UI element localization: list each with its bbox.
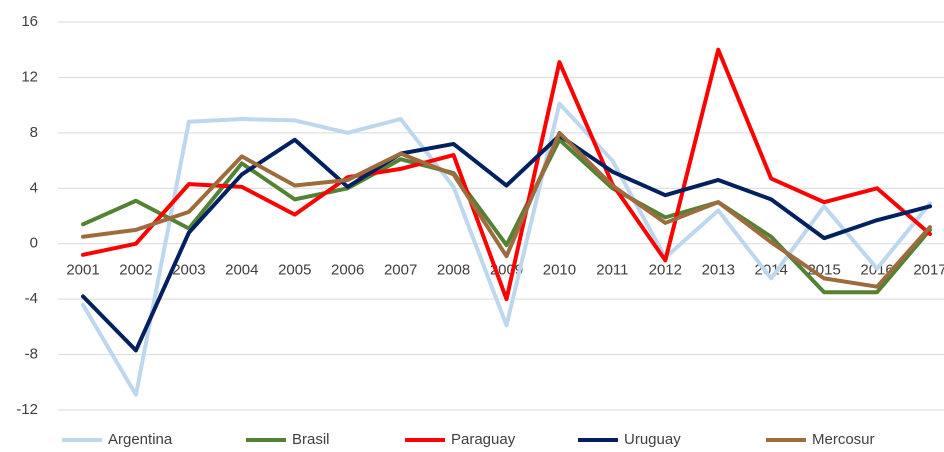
x-tick-label: 2005 xyxy=(278,262,311,279)
y-tick-label: -4 xyxy=(25,290,38,307)
y-tick-label: 16 xyxy=(21,13,38,30)
y-tick-label: 0 xyxy=(30,235,38,252)
x-tick-label: 2002 xyxy=(119,262,152,279)
legend-item: Mercosur xyxy=(766,431,875,448)
series-line xyxy=(81,133,932,353)
x-tick-label: 2003 xyxy=(172,262,205,279)
legend-item: Brasil xyxy=(246,431,330,448)
legend-item: Argentina xyxy=(62,431,173,448)
y-tick-label: 8 xyxy=(30,124,38,141)
x-tick-label: 2011 xyxy=(596,262,628,279)
legend-label: Paraguay xyxy=(451,431,516,448)
series-line xyxy=(81,101,932,397)
legend-item: Uruguay xyxy=(578,431,681,448)
legend-label: Argentina xyxy=(108,431,173,448)
x-tick-label: 2012 xyxy=(649,262,682,279)
x-tick-label: 2017 xyxy=(913,262,944,279)
x-tick-label: 2006 xyxy=(331,262,364,279)
x-tick-label: 2004 xyxy=(225,262,258,279)
series-line xyxy=(81,130,932,289)
x-tick-label: 2001 xyxy=(66,262,99,279)
legend-label: Mercosur xyxy=(812,431,875,448)
legend-label: Uruguay xyxy=(624,431,681,448)
legend-item: Paraguay xyxy=(405,431,516,448)
series-line xyxy=(81,47,932,302)
y-tick-label: -8 xyxy=(25,346,38,363)
legend-label: Brasil xyxy=(292,431,330,448)
x-tick-label: 2013 xyxy=(702,262,735,279)
y-tick-label: 12 xyxy=(21,68,38,85)
x-tick-label: 2008 xyxy=(437,262,470,279)
x-tick-label: 2007 xyxy=(384,262,417,279)
y-tick-label: 4 xyxy=(30,179,38,196)
y-tick-label: -12 xyxy=(16,401,38,418)
x-tick-label: 2010 xyxy=(543,262,576,279)
